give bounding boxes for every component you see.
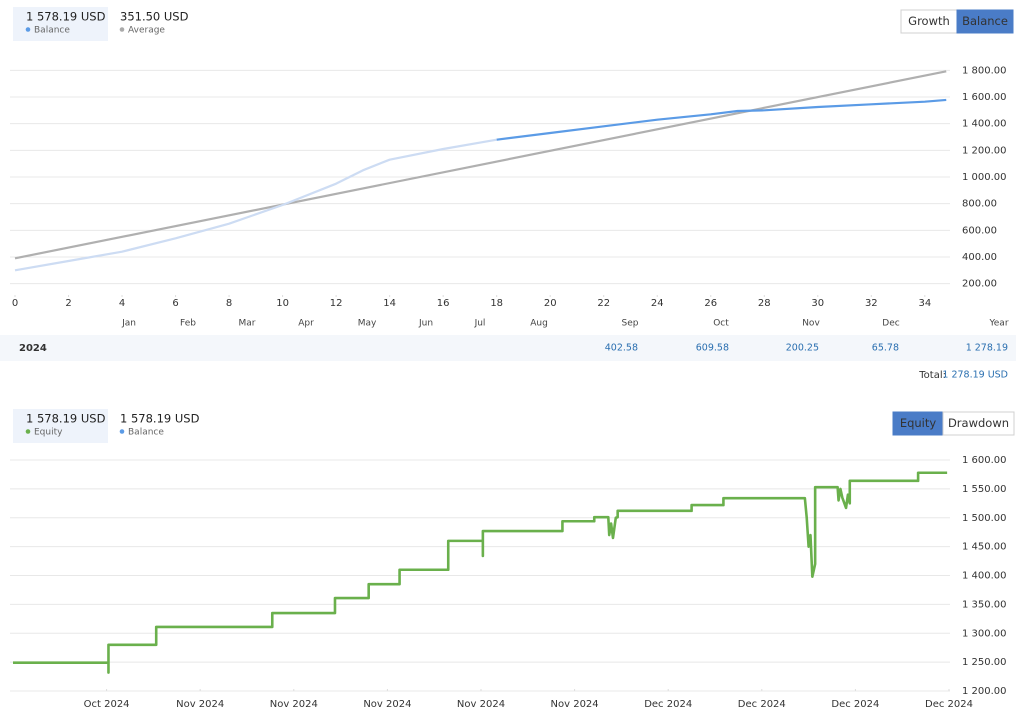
x-tick-label: 32 (865, 298, 878, 309)
x-tick-label: Dec 2024 (644, 699, 692, 710)
month-header: Sep (622, 319, 639, 329)
x-tick-label: Nov 2024 (551, 699, 599, 710)
legend-dot (119, 429, 125, 434)
stat-label: Balance (34, 26, 70, 36)
x-tick-label: 8 (226, 298, 232, 309)
x-tick-label: 2 (65, 298, 71, 309)
y-tick-label: 800.00 (962, 199, 997, 210)
y-tick-label: 1 600.00 (962, 92, 1007, 103)
y-tick-label: 200.00 (962, 279, 997, 290)
return-cell: 1 278.19 (966, 343, 1008, 354)
legend-dot (25, 27, 31, 32)
x-tick-label: 34 (918, 298, 931, 309)
month-header: Oct (713, 319, 729, 329)
y-tick-label: 1 800.00 (962, 65, 1007, 76)
stat-label: Average (128, 26, 165, 36)
x-tick-label: Dec 2024 (831, 699, 879, 710)
x-tick-label: 20 (544, 298, 557, 309)
y-tick-label: 1 250.00 (962, 657, 1007, 668)
x-tick-label: Dec 2024 (925, 699, 973, 710)
stat-tile-bg (13, 7, 108, 41)
stat-label: Equity (34, 428, 63, 438)
x-tick-label: 18 (490, 298, 503, 309)
month-header: Apr (298, 319, 314, 329)
legend-dot (25, 429, 31, 434)
x-tick-label: Dec 2024 (738, 699, 786, 710)
month-header: May (358, 319, 377, 329)
x-tick-label: 4 (119, 298, 125, 309)
x-tick-label: 14 (383, 298, 396, 309)
return-cell: 65.78 (872, 343, 899, 354)
x-tick-label: 28 (758, 298, 771, 309)
month-header: Mar (239, 319, 256, 329)
month-header: Aug (530, 319, 548, 329)
month-header: Jan (121, 319, 136, 329)
tab-button[interactable] (956, 9, 1014, 34)
y-tick-label: 1 400.00 (962, 571, 1007, 582)
y-tick-label: 1 550.00 (962, 484, 1007, 495)
tab-button[interactable] (942, 411, 1015, 436)
stat-value: 351.50 USD (120, 10, 189, 24)
y-tick-label: 1 600.00 (962, 455, 1007, 466)
legend-dot (119, 27, 125, 32)
month-header: Year (988, 319, 1008, 329)
y-tick-label: 1 300.00 (962, 628, 1007, 639)
tab-label[interactable]: Equity (900, 416, 937, 430)
stat-value: 1 578.19 USD (120, 412, 200, 426)
y-tick-label: 400.00 (962, 252, 997, 263)
series-line (14, 138, 497, 272)
stat-tile-bg (13, 409, 108, 443)
stat-label: Balance (128, 428, 164, 438)
series-line (14, 70, 947, 260)
stat-value: 1 578.19 USD (26, 10, 106, 24)
x-tick-label: Nov 2024 (457, 699, 505, 710)
x-tick-label: 30 (811, 298, 824, 309)
y-tick-label: 1 200.00 (962, 145, 1007, 156)
y-tick-label: 1 200.00 (962, 686, 1007, 697)
series-line (13, 471, 948, 674)
x-tick-label: 0 (12, 298, 18, 309)
y-tick-label: 1 000.00 (962, 172, 1007, 183)
x-tick-label: Nov 2024 (176, 699, 224, 710)
y-tick-label: 1 450.00 (962, 542, 1007, 553)
y-tick-label: 1 400.00 (962, 119, 1007, 130)
tab-label[interactable]: Growth (908, 14, 950, 28)
return-cell: 402.58 (605, 343, 638, 354)
stat-value: 1 578.19 USD (26, 412, 106, 426)
x-tick-label: 16 (437, 298, 450, 309)
tab-label[interactable]: Balance (962, 14, 1008, 28)
y-tick-label: 600.00 (962, 225, 997, 236)
series-line (496, 98, 947, 141)
x-tick-label: Oct 2024 (84, 699, 130, 710)
total-value: 1 278.19 USD (942, 370, 1008, 381)
x-tick-label: 24 (651, 298, 664, 309)
y-tick-label: 1 500.00 (962, 513, 1007, 524)
x-tick-label: 10 (276, 298, 289, 309)
month-header: Jul (474, 319, 486, 329)
x-tick-label: Nov 2024 (270, 699, 318, 710)
year-label: 2024 (19, 343, 47, 354)
month-header: Jun (418, 319, 433, 329)
month-header: Feb (180, 319, 196, 329)
x-tick-label: 12 (330, 298, 343, 309)
y-tick-label: 1 350.00 (962, 599, 1007, 610)
x-tick-label: 6 (172, 298, 178, 309)
x-tick-label: 26 (704, 298, 717, 309)
return-cell: 200.25 (786, 343, 819, 354)
tab-label[interactable]: Drawdown (948, 416, 1009, 430)
month-header: Dec (882, 319, 899, 329)
month-header: Nov (802, 319, 820, 329)
total-label: Total: (918, 370, 946, 381)
return-cell: 609.58 (696, 343, 729, 354)
x-tick-label: 22 (597, 298, 610, 309)
x-tick-label: Nov 2024 (363, 699, 411, 710)
table-row-bg (0, 335, 1016, 361)
